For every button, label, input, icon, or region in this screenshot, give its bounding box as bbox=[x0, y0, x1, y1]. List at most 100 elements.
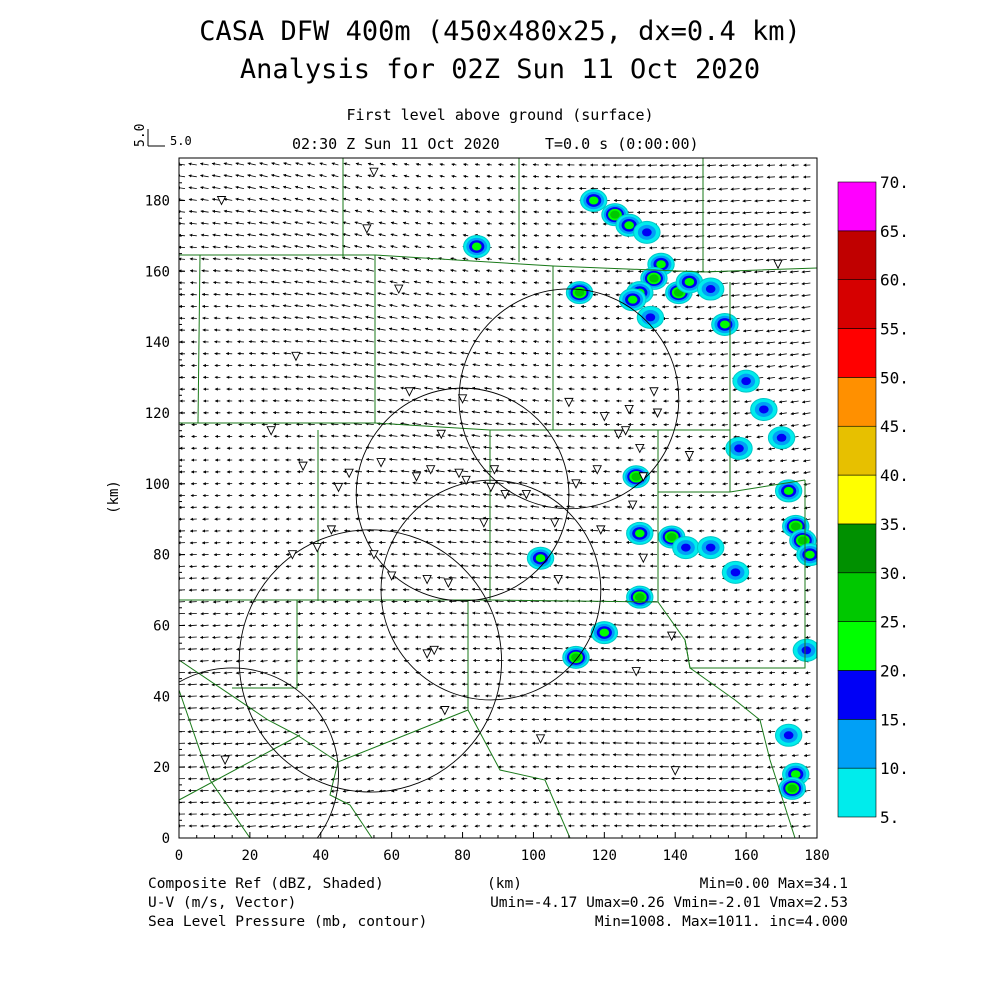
wind-vector bbox=[270, 244, 280, 249]
wind-vector bbox=[567, 457, 575, 462]
wind-vector bbox=[389, 292, 398, 296]
wind-vector bbox=[317, 303, 327, 308]
wind-vector bbox=[720, 388, 728, 392]
wind-vector bbox=[793, 576, 799, 580]
wind-vector bbox=[769, 623, 776, 628]
station-marker bbox=[571, 479, 581, 489]
wind-vector bbox=[378, 221, 386, 225]
wind-vector bbox=[803, 753, 811, 758]
wind-vector bbox=[777, 353, 787, 357]
wind-vector bbox=[768, 482, 776, 486]
wind-vector bbox=[341, 410, 351, 414]
wind-vector bbox=[766, 364, 776, 368]
wind-vector bbox=[258, 245, 268, 249]
wind-vector bbox=[565, 670, 575, 674]
wind-vector bbox=[223, 185, 233, 190]
wind-vector bbox=[462, 221, 469, 226]
wind-vector bbox=[448, 351, 457, 355]
pressure-contour bbox=[355, 387, 570, 602]
wind-vector bbox=[754, 317, 764, 321]
wind-vector bbox=[450, 257, 457, 261]
wind-vector bbox=[211, 209, 221, 213]
wind-vector bbox=[329, 256, 339, 260]
wind-vector bbox=[306, 197, 315, 201]
wind-vector bbox=[756, 682, 764, 687]
wind-vector bbox=[282, 173, 292, 178]
wind-vector bbox=[424, 528, 433, 532]
wind-vector bbox=[294, 765, 304, 770]
wind-vector bbox=[377, 292, 386, 296]
wind-vector bbox=[541, 623, 551, 627]
wind-vector bbox=[801, 317, 811, 321]
wind-vector bbox=[400, 339, 410, 343]
wind-vector bbox=[721, 399, 728, 403]
wind-vector bbox=[494, 552, 504, 556]
wind-vector bbox=[765, 293, 776, 298]
wind-vector bbox=[391, 174, 398, 178]
wind-vector bbox=[756, 694, 764, 698]
wind-vector bbox=[317, 268, 327, 272]
title-line-1: CASA DFW 400m (450x480x25, dx=0.4 km) bbox=[199, 16, 801, 47]
wind-vector bbox=[449, 304, 457, 308]
wind-vector bbox=[742, 163, 752, 167]
wind-vector bbox=[531, 422, 540, 426]
wind-vector bbox=[379, 186, 386, 190]
x-tick-label: 140 bbox=[663, 848, 688, 864]
wind-vector bbox=[282, 233, 292, 237]
wind-vector bbox=[802, 801, 811, 805]
wind-vector bbox=[259, 694, 268, 699]
county-line bbox=[179, 600, 469, 763]
wind-vector bbox=[590, 505, 599, 509]
wind-vector bbox=[400, 457, 410, 461]
wind-vector bbox=[600, 611, 610, 615]
wind-vector bbox=[754, 199, 764, 203]
wind-vector bbox=[543, 446, 551, 450]
reflectivity-cell bbox=[801, 646, 812, 655]
wind-vector bbox=[318, 209, 327, 213]
wind-vector bbox=[412, 481, 422, 485]
wind-vector bbox=[354, 233, 363, 237]
wind-vector bbox=[671, 175, 681, 179]
wind-vector bbox=[805, 623, 811, 628]
wind-vector bbox=[482, 469, 492, 473]
colorbar: 5.10.15.20.25.30.35.40.45.50.55.60.65.70… bbox=[837, 173, 909, 827]
wind-vector bbox=[414, 221, 422, 225]
station-marker bbox=[479, 518, 489, 528]
wind-vector bbox=[438, 210, 445, 214]
wind-vector bbox=[320, 694, 327, 698]
wind-vector bbox=[496, 339, 504, 343]
wind-vector bbox=[435, 481, 445, 485]
wind-vector bbox=[223, 659, 233, 663]
wind-vector bbox=[730, 223, 740, 227]
wind-vector bbox=[791, 459, 799, 463]
station-marker bbox=[220, 755, 230, 766]
wind-vector bbox=[270, 777, 280, 781]
wind-vector bbox=[436, 552, 445, 556]
wind-vector bbox=[777, 234, 787, 238]
wind-vector bbox=[804, 576, 811, 581]
wind-vector bbox=[778, 364, 787, 369]
wind-vector bbox=[411, 410, 422, 414]
wind-vector bbox=[283, 718, 292, 722]
wind-vector bbox=[778, 801, 787, 805]
wind-vector bbox=[224, 292, 233, 296]
wind-vector bbox=[765, 222, 776, 227]
wind-vector bbox=[459, 540, 469, 544]
wind-vector bbox=[777, 293, 787, 298]
wind-vector bbox=[270, 256, 280, 260]
wind-vector bbox=[388, 469, 398, 473]
wind-vector bbox=[671, 187, 681, 191]
wind-vector bbox=[769, 612, 776, 616]
wind-vector bbox=[706, 234, 717, 238]
wind-vector bbox=[199, 635, 209, 639]
wind-vector bbox=[778, 211, 787, 215]
wind-vector bbox=[379, 162, 386, 166]
reflectivity-cell bbox=[783, 486, 794, 495]
wind-vector bbox=[282, 765, 292, 770]
wind-vector bbox=[519, 398, 528, 402]
station-marker bbox=[596, 525, 606, 535]
county-line bbox=[197, 254, 201, 424]
wind-vector bbox=[379, 777, 386, 781]
wind-vector bbox=[482, 492, 492, 497]
wind-vector bbox=[462, 233, 469, 237]
